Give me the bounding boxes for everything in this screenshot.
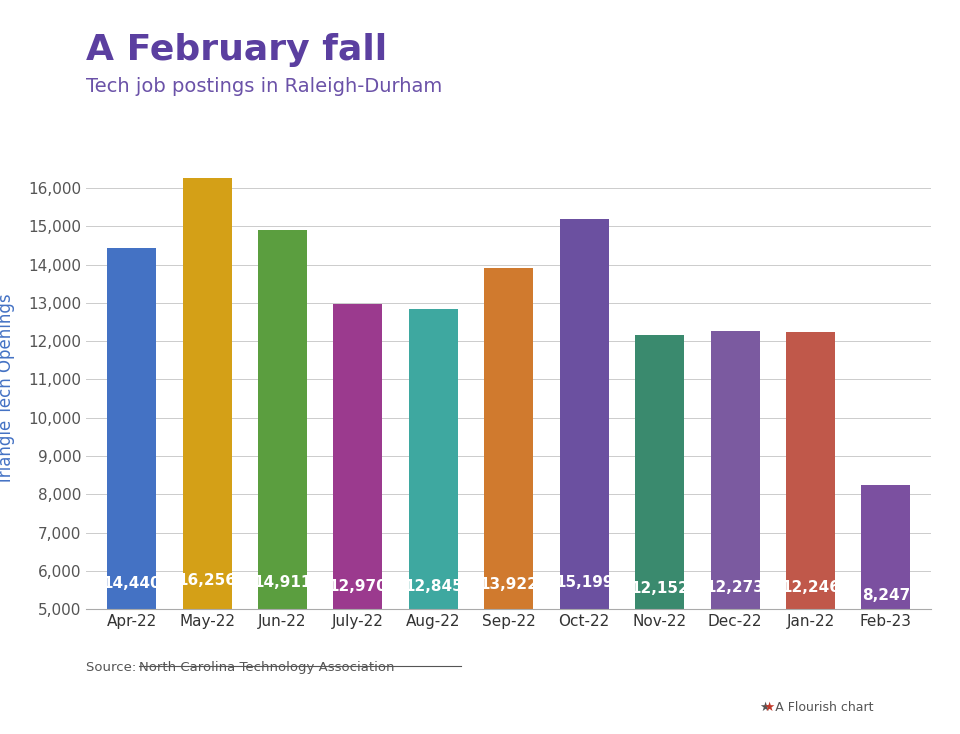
Bar <box>182 178 231 609</box>
Text: 13,922: 13,922 <box>479 577 539 592</box>
Text: 12,246: 12,246 <box>781 581 840 595</box>
Bar <box>636 335 684 609</box>
Y-axis label: Triangle Tech Openings: Triangle Tech Openings <box>0 293 14 485</box>
Bar <box>108 247 156 609</box>
Bar <box>409 309 458 609</box>
Text: 14,911: 14,911 <box>253 575 312 590</box>
Text: ★: ★ <box>763 701 775 714</box>
Text: 8,247: 8,247 <box>862 588 910 603</box>
Text: 14,440: 14,440 <box>103 576 161 591</box>
Text: Source:: Source: <box>86 661 141 674</box>
Bar <box>786 332 835 609</box>
Bar <box>710 331 759 609</box>
Text: 12,152: 12,152 <box>631 581 689 595</box>
Text: 12,845: 12,845 <box>404 579 463 595</box>
Text: Tech job postings in Raleigh-Durham: Tech job postings in Raleigh-Durham <box>86 77 443 96</box>
Bar <box>333 304 382 609</box>
Bar <box>861 485 910 609</box>
Text: 16,256: 16,256 <box>178 573 236 588</box>
Bar <box>484 268 534 609</box>
Text: North Carolina Technology Association: North Carolina Technology Association <box>139 661 395 674</box>
Text: ★ A Flourish chart: ★ A Flourish chart <box>760 701 874 714</box>
Text: 15,199: 15,199 <box>555 575 613 589</box>
Text: A February fall: A February fall <box>86 33 388 67</box>
Bar <box>560 219 609 609</box>
Text: 12,273: 12,273 <box>706 581 764 595</box>
Bar <box>258 230 307 609</box>
Text: 12,970: 12,970 <box>328 579 387 594</box>
